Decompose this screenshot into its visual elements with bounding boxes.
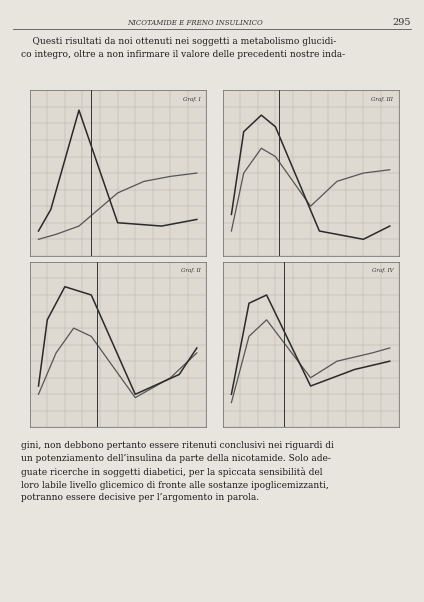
Text: Questi risultati da noi ottenuti nei soggetti a metabolismo glucidi-
co integro,: Questi risultati da noi ottenuti nei sog…: [21, 37, 345, 59]
Text: gini, non debbono pertanto essere ritenuti conclusivi nei riguardi di
un potenzi: gini, non debbono pertanto essere ritenu…: [21, 441, 334, 503]
Text: Graf. II: Graf. II: [181, 268, 201, 273]
Text: Graf. III: Graf. III: [371, 97, 393, 102]
Text: Graf. IV: Graf. IV: [372, 268, 393, 273]
Text: 295: 295: [393, 19, 411, 27]
Text: Graf. I: Graf. I: [183, 97, 201, 102]
Text: NICOTAMIDE E FRENO INSULINICO: NICOTAMIDE E FRENO INSULINICO: [127, 19, 263, 27]
